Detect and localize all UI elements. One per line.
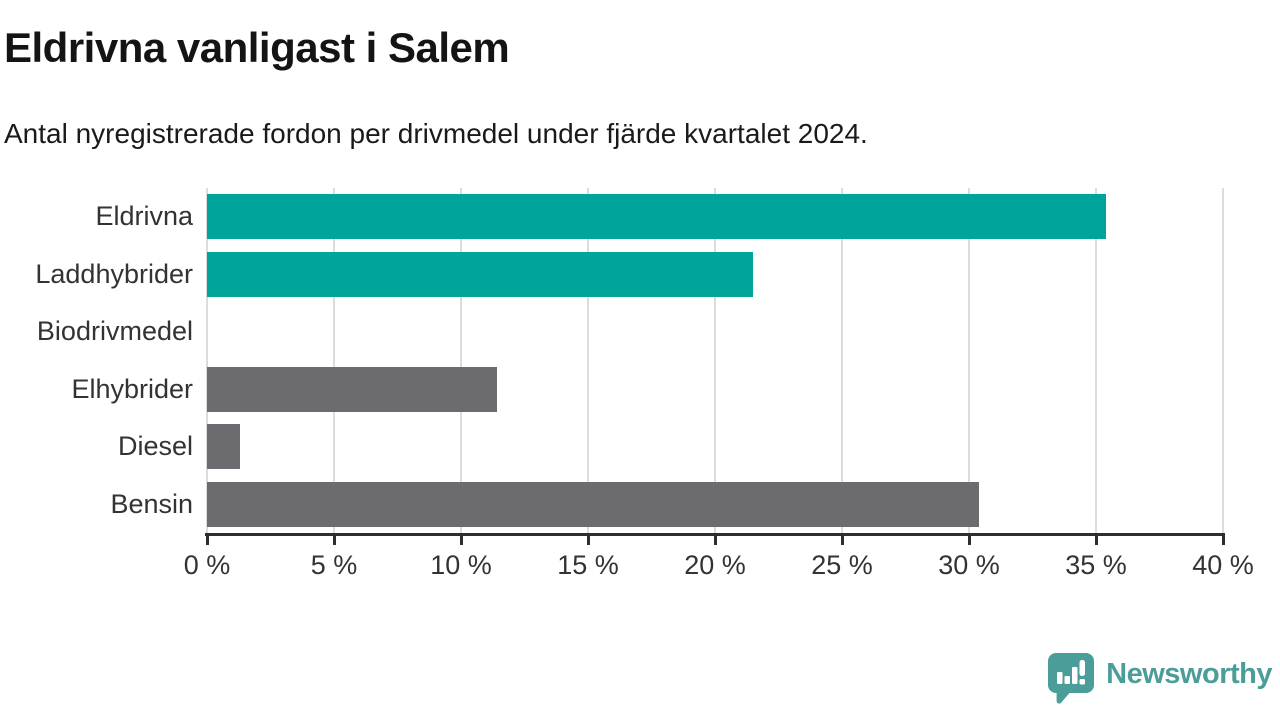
x-tick-label-40: 40 % xyxy=(1192,550,1254,580)
x-axis-line xyxy=(205,533,1225,536)
bar-bensin xyxy=(207,481,980,527)
category-label-bensin: Bensin xyxy=(110,488,193,519)
category-label-diesel: Diesel xyxy=(117,431,193,462)
x-tick-20 xyxy=(713,536,717,545)
page-title: Eldrivna vanligast i Salem xyxy=(4,24,510,71)
x-tick-30 xyxy=(967,536,971,545)
bar-elhybrider xyxy=(207,366,497,412)
x-tick-40 xyxy=(1221,536,1225,545)
x-tick-label-35: 35 % xyxy=(1065,550,1127,580)
x-tick-label-25: 25 % xyxy=(811,550,873,580)
category-label-eldrivna: Eldrivna xyxy=(95,201,193,232)
newsworthy-logo-icon xyxy=(1048,653,1095,704)
gridline-40 xyxy=(1222,188,1224,533)
gridline-0 xyxy=(206,188,208,533)
bar-chart: Eldrivna Laddhybrider Biodrivmedel Elhybrid… xyxy=(0,188,1280,588)
category-label-laddhybrider: Laddhybrider xyxy=(35,258,193,289)
brand-footer: Newsworthy xyxy=(1046,652,1272,704)
x-tick-5 xyxy=(332,536,336,545)
gridline-20 xyxy=(714,188,716,533)
plot-area xyxy=(206,188,1224,533)
x-tick-25 xyxy=(840,536,844,545)
category-label-biodrivmedel: Biodrivmedel xyxy=(36,316,193,347)
x-tick-label-15: 15 % xyxy=(557,550,619,580)
x-tick-35 xyxy=(1094,536,1098,545)
gridline-35 xyxy=(1095,188,1097,533)
gridline-5 xyxy=(333,188,335,533)
gridline-10 xyxy=(460,188,462,533)
bar-diesel xyxy=(207,424,241,470)
gridline-15 xyxy=(587,188,589,533)
x-tick-label-20: 20 % xyxy=(684,550,746,580)
brand-name: Newsworthy xyxy=(1106,657,1272,690)
category-label-elhybrider: Elhybrider xyxy=(71,373,193,404)
x-tick-10 xyxy=(459,536,463,545)
bar-eldrivna xyxy=(207,194,1107,240)
gridline-30 xyxy=(968,188,970,533)
gridline-25 xyxy=(841,188,843,533)
x-tick-15 xyxy=(586,536,590,545)
x-tick-label-10: 10 % xyxy=(430,550,492,580)
x-tick-0 xyxy=(205,536,209,545)
x-tick-label-5: 5 % xyxy=(310,550,358,580)
x-tick-label-0: 0 % xyxy=(183,550,231,580)
chart-subtitle: Antal nyregistrerade fordon per drivmede… xyxy=(4,118,868,149)
x-tick-label-30: 30 % xyxy=(938,550,1000,580)
bar-laddhybrider xyxy=(207,251,754,297)
